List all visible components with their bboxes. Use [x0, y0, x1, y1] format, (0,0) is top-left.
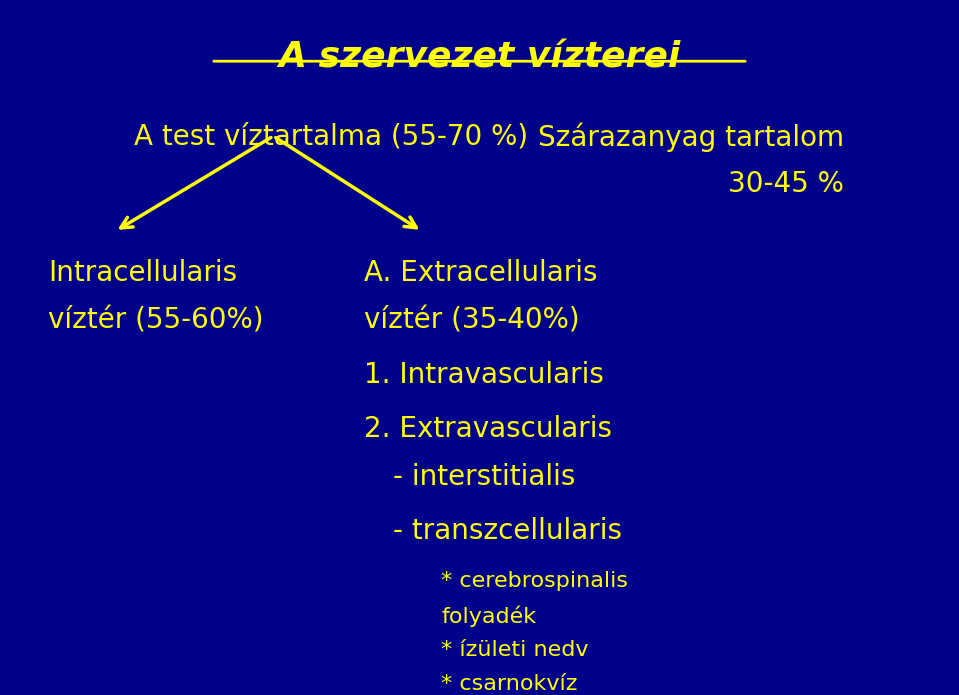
Text: Szárazanyag tartalom: Szárazanyag tartalom	[538, 122, 844, 152]
Text: * csarnokvíz: * csarnokvíz	[441, 673, 577, 694]
Text: A. Extracellularis: A. Extracellularis	[364, 259, 597, 286]
Text: folyadék: folyadék	[441, 605, 536, 627]
Text: * cerebrospinalis: * cerebrospinalis	[441, 571, 628, 591]
Text: A test víztartalma (55-70 %): A test víztartalma (55-70 %)	[134, 122, 528, 150]
Text: 30-45 %: 30-45 %	[728, 170, 844, 198]
Text: Intracellularis: Intracellularis	[48, 259, 237, 286]
Text: víztér (55-60%): víztér (55-60%)	[48, 306, 264, 334]
Text: 1. Intravascularis: 1. Intravascularis	[364, 361, 604, 389]
Text: - transzcellularis: - transzcellularis	[393, 517, 622, 545]
Text: 2. Extravascularis: 2. Extravascularis	[364, 415, 613, 443]
Text: A szervezet vízterei: A szervezet vízterei	[278, 41, 681, 75]
Text: - interstitialis: - interstitialis	[393, 463, 575, 491]
Text: víztér (35-40%): víztér (35-40%)	[364, 306, 580, 334]
Text: * ízületi nedv: * ízületi nedv	[441, 639, 589, 660]
